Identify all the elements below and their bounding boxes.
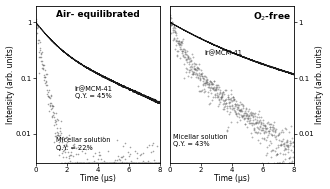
Y-axis label: Intensity (arb. units): Intensity (arb. units) [315, 45, 324, 124]
Text: Micellar solution
Q.Y. = 43%: Micellar solution Q.Y. = 43% [173, 134, 228, 147]
Y-axis label: Intensity (arb. units): Intensity (arb. units) [6, 45, 15, 124]
Text: Ir@MCM-41: Ir@MCM-41 [204, 50, 242, 56]
X-axis label: Time (μs): Time (μs) [214, 174, 250, 184]
Text: Ir@MCM-41
Q.Y. = 45%: Ir@MCM-41 Q.Y. = 45% [75, 85, 113, 99]
Text: Air- equilibrated: Air- equilibrated [56, 10, 140, 19]
Text: Micellar solution
Q.Y. = 22%: Micellar solution Q.Y. = 22% [56, 137, 111, 151]
X-axis label: Time (μs): Time (μs) [80, 174, 116, 184]
Text: O$_2$-free: O$_2$-free [252, 10, 290, 23]
